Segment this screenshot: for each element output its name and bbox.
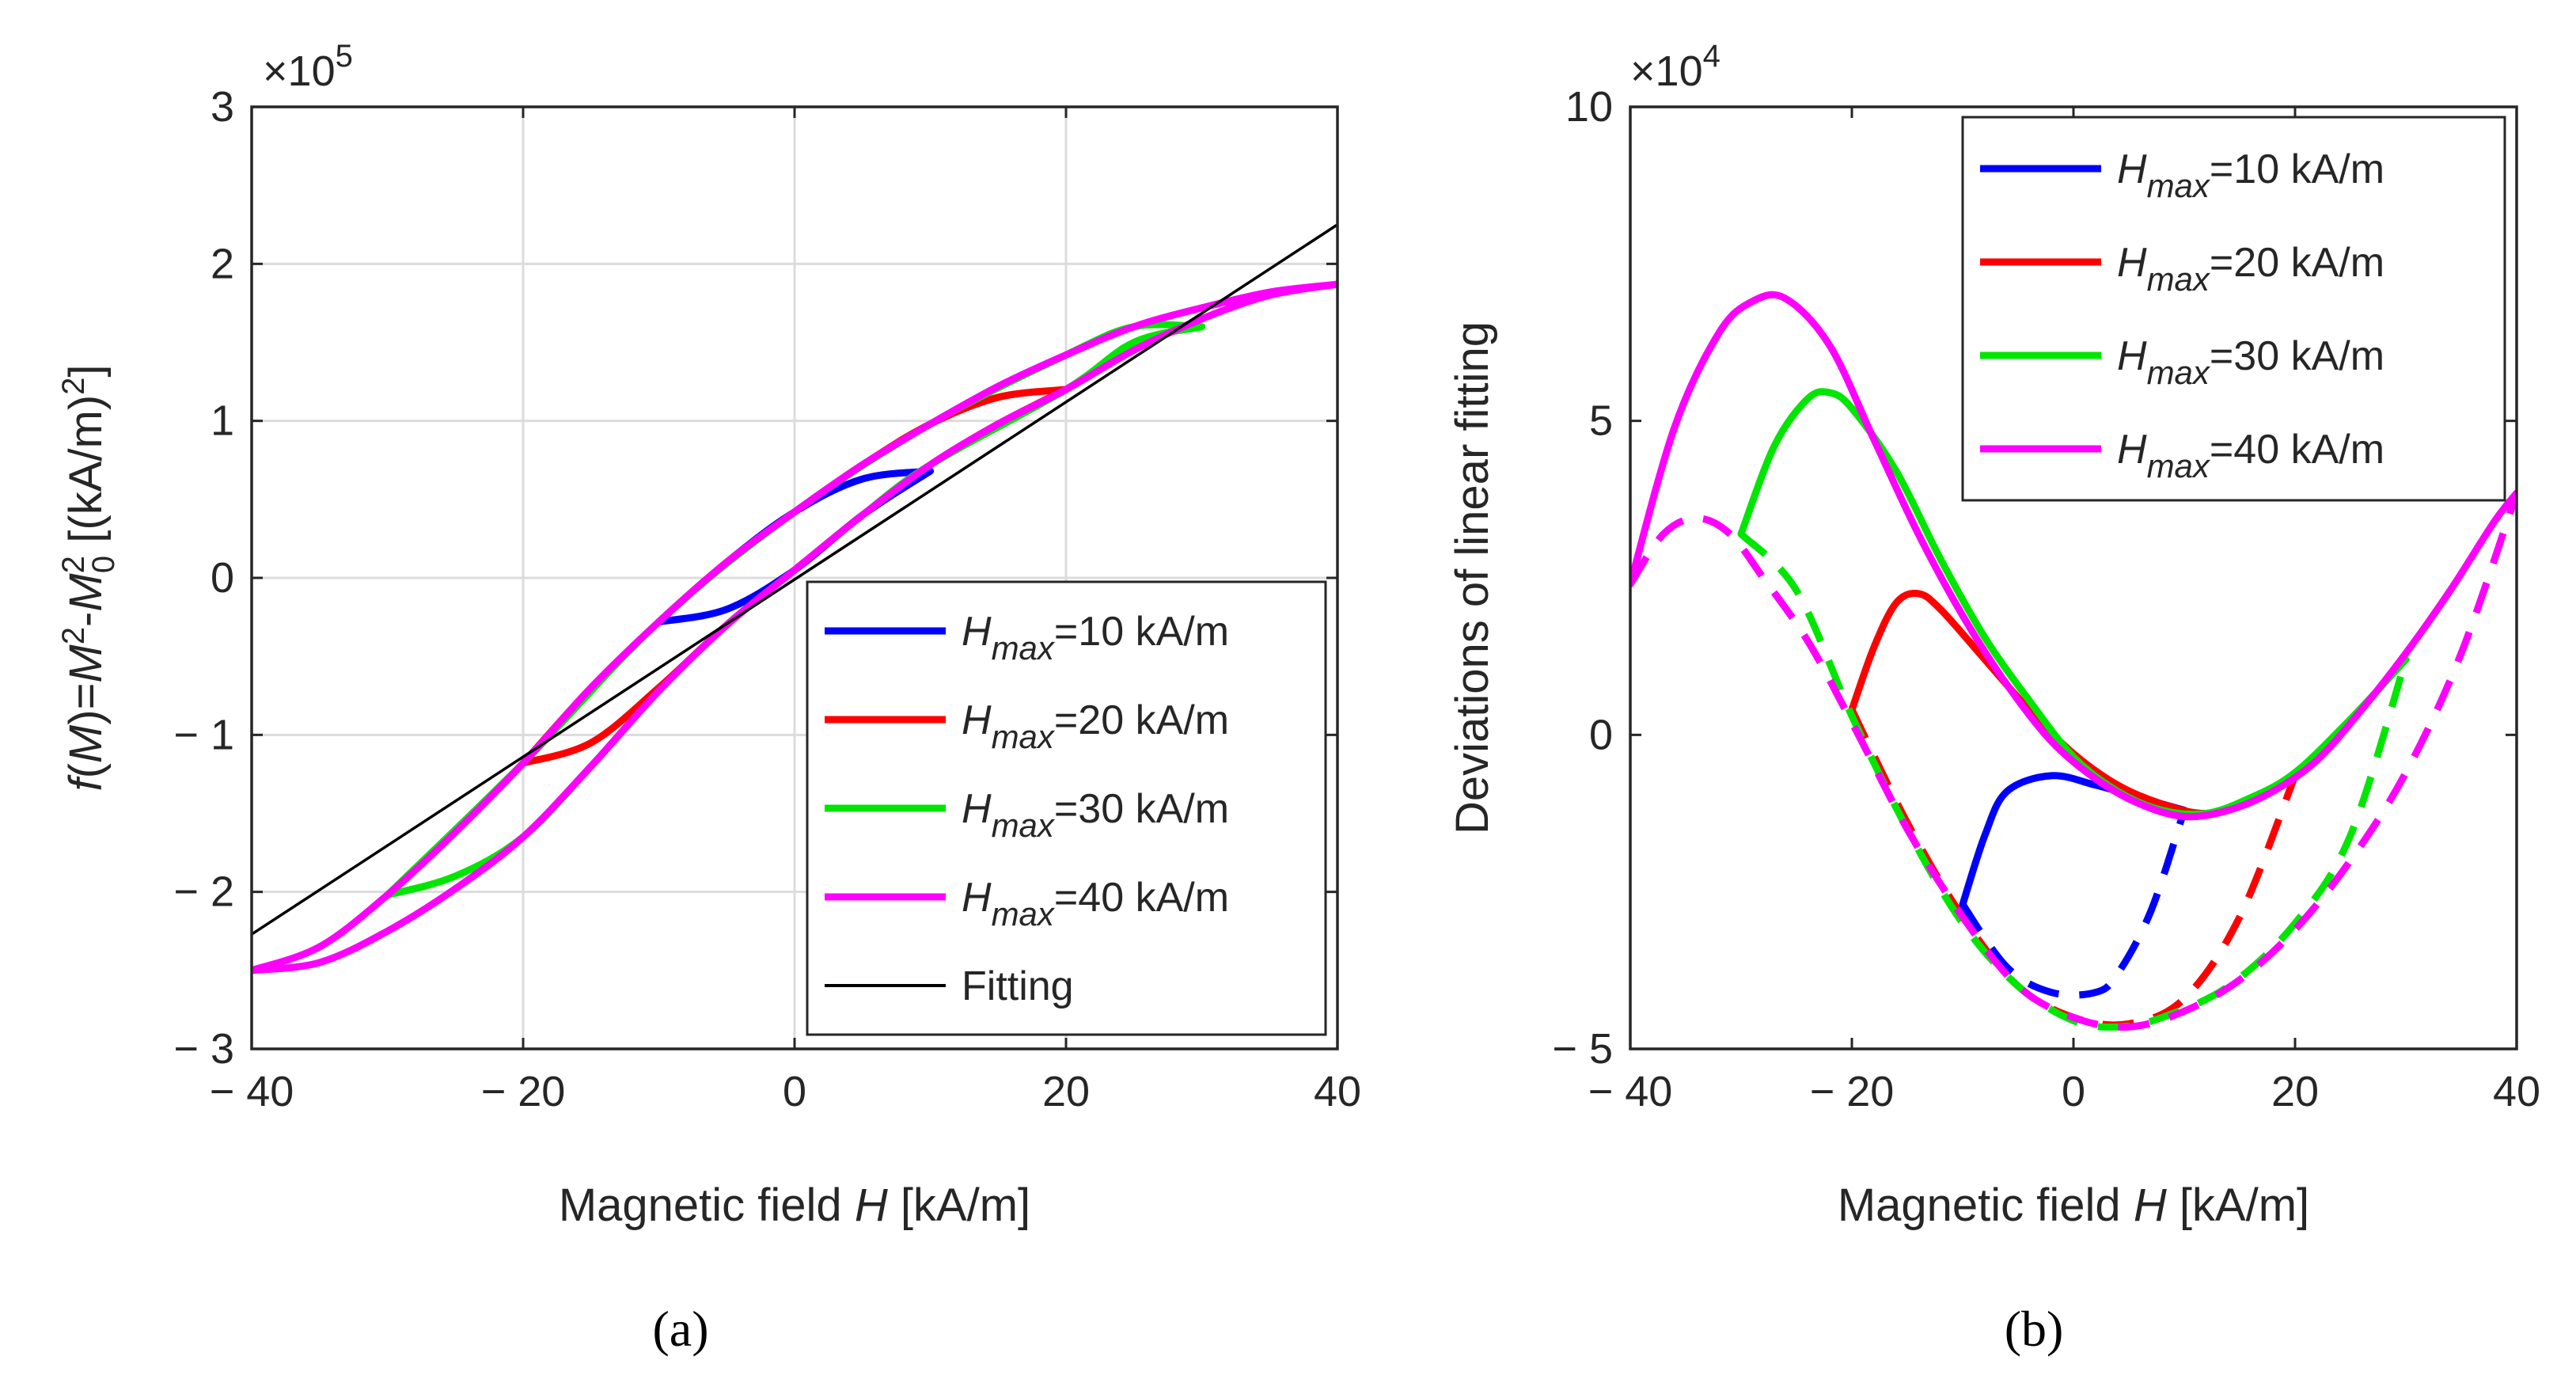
panel-a-legend-hmax-30-ka-m-label: Hmax=30 kA/m [962,786,1229,844]
panel-a-ytick-label-1: − 2 [173,868,234,916]
panel-a-y-exponent: ×105 [263,39,353,95]
panel-a-label: (a) [652,1301,708,1357]
panel-b-legend: Hmax=10 kA/m Hmax=20 kA/m Hmax=30 kA/m Hmax… [1961,116,2506,502]
panel-b-series-hmax-10-ka-m-dashed-branch [1960,809,2188,999]
panel-a-legend-hmax-40-ka-m-label: Hmax=40 kA/m [962,875,1229,933]
panel-b-legend-hmax-40-ka-m-label: Hmax=40 kA/m [2117,427,2384,484]
panel-b-series-hmax-40-ka-m-dashed-branch [1630,492,2517,1031]
panel-a-xtick-label-0: − 40 [210,1068,294,1115]
panel-b-xtick-label-3: 20 [2271,1068,2319,1115]
panel-b-legend-hmax-30-ka-m-label: Hmax=30 kA/m [2117,333,2384,391]
panel-b-label: (b) [2005,1301,2064,1357]
panel-b-xtick-label-4: 40 [2493,1068,2540,1115]
panel-a-ytick-label-6: 3 [211,83,234,131]
panel-b-xtick-label-0: − 40 [1588,1068,1673,1115]
panel-a-legend-hmax-20-ka-m-label: Hmax=20 kA/m [962,697,1229,755]
panel-b-ylabel: Deviations of linear fitting [1447,321,1498,834]
panel-a-ytick-label-2: − 1 [173,711,234,758]
panel-a-chart: − 40 − 20 0 20 40 − 3 − 2 − 1 0 1 2 3 ×105 Magnetic… [56,39,1361,1357]
panel-b-xtick-label-2: 0 [2062,1068,2085,1115]
panel-b-y-exponent: ×104 [1630,39,1720,95]
panel-a-series-fitting-line [252,223,1337,936]
panel-b-legend-hmax-20-ka-m-label: Hmax=20 kA/m [2117,240,2384,298]
panel-b-ytick-label-2: 5 [1589,397,1613,445]
panel-a-series [252,223,1337,974]
panel-a-legend-fitting-label: Fitting [962,963,1074,1009]
panel-a-ytick-label-4: 1 [211,397,234,445]
panel-b-ytick-label-0: − 5 [1552,1025,1613,1073]
panel-a-xtick-label-2: 0 [783,1068,806,1115]
panel-b-xlabel: Magnetic field H [kA/m] [1838,1180,2309,1231]
panel-b-series-hmax-40-ka-m-solid-branch [1630,291,2517,821]
panel-b-chart: − 40 − 20 0 20 40 − 5 0 5 10 ×104 Magnetic field… [1447,39,2540,1357]
panel-a-ytick-label-5: 2 [211,240,234,287]
panel-a-xlabel: Magnetic field H [kA/m] [559,1180,1030,1231]
panel-a-legend: Hmax=10 kA/m Hmax=20 kA/m Hmax=30 kA/m Hmax… [806,580,1327,1036]
panel-b-series [1630,291,2517,1031]
panel-a-xtick-label-1: − 20 [481,1068,566,1115]
panel-b-legend-hmax-10-ka-m-label: Hmax=10 kA/m [2117,146,2384,204]
panel-a-ytick-label-3: 0 [211,554,234,602]
panel-b-series-hmax-30-ka-m-solid-branch [1737,388,2410,819]
panel-a-xtick-label-3: 20 [1042,1068,1090,1115]
panel-a-xtick-label-4: 40 [1314,1068,1361,1115]
panel-a-legend-hmax-10-ka-m-label: Hmax=10 kA/m [962,609,1229,667]
panel-a-ticks: − 40 − 20 0 20 40 − 3 − 2 − 1 0 1 2 3 [173,83,1361,1115]
panel-b-ytick-label-1: 0 [1589,711,1613,758]
panel-b-ticks: − 40 − 20 0 20 40 − 5 0 5 10 [1552,83,2540,1115]
panel-a-ylabel: f(M)=M2-M20 [(kA/m)2] [56,364,121,791]
panel-b-series-hmax-30-ka-m-dashed-branch [1738,531,2410,1031]
panel-a-series-hmax-40-ka-m-ascending-branch [252,280,1337,974]
panel-b-ytick-label-3: 10 [1565,83,1613,131]
panel-a-ytick-label-0: − 3 [173,1025,234,1073]
panel-b-xtick-label-1: − 20 [1810,1068,1895,1115]
panel-b-legend-box [1961,116,2506,502]
panel-a-series-hmax-40-ka-m-descending-branch [252,280,1337,974]
